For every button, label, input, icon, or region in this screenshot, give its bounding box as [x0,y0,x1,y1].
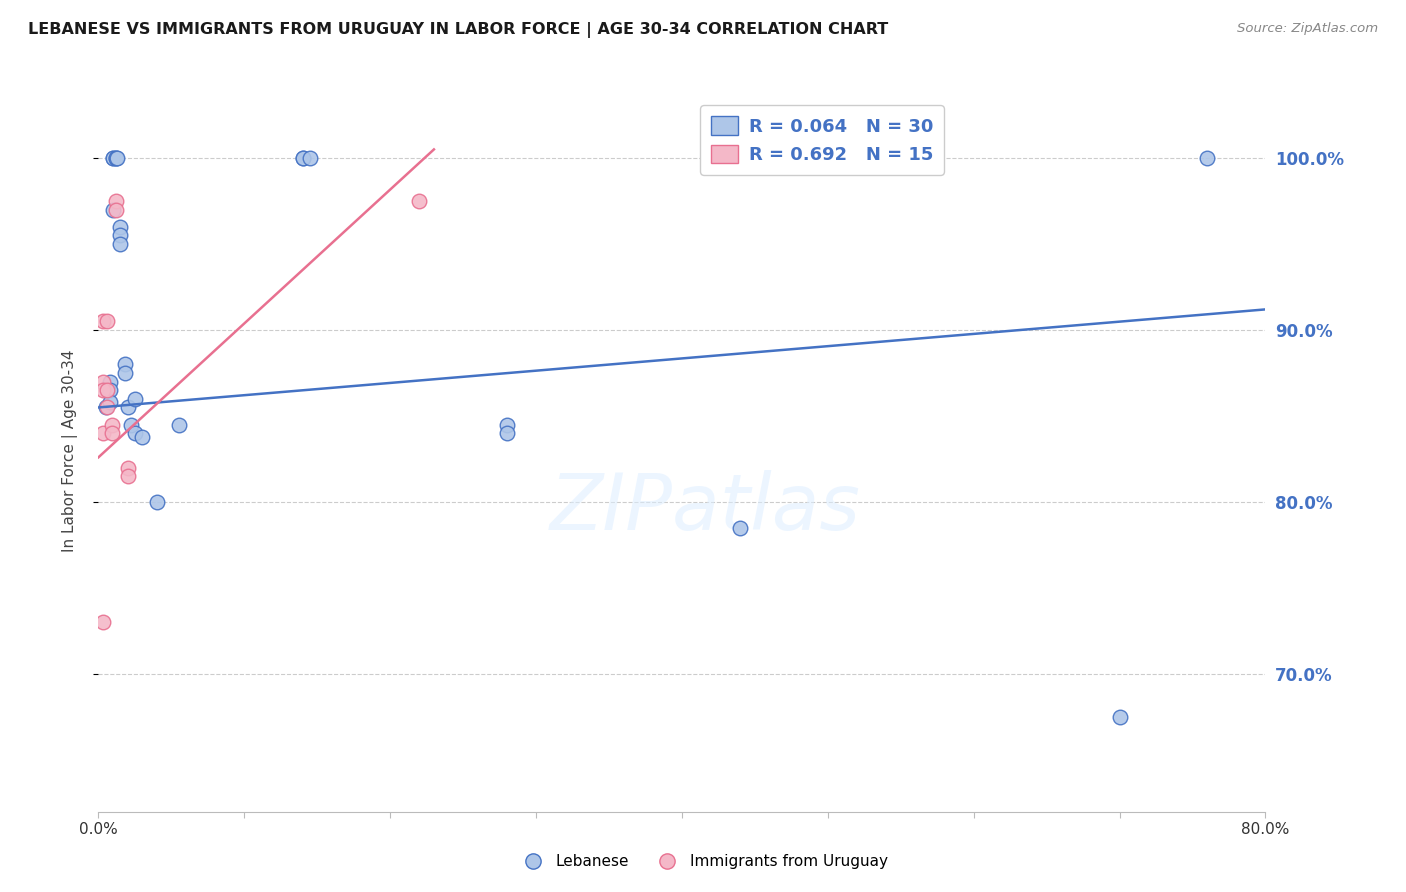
Point [124,426,146,441]
Point [291,151,314,165]
Point [98,395,121,409]
Point [495,417,517,432]
Point [96,401,118,415]
Point [100,417,122,432]
Point [91,375,114,389]
Point [110,228,132,243]
Point [101,202,124,217]
Point [1195,151,1218,165]
Point [124,392,146,406]
Point [104,151,127,165]
Point [98,375,121,389]
Point [728,521,751,535]
Text: ZIPatlas: ZIPatlas [550,470,860,546]
Point [117,469,139,483]
Point [120,417,142,432]
Point [96,314,118,328]
Point [117,460,139,475]
Legend: Lebanese, Immigrants from Uruguay: Lebanese, Immigrants from Uruguay [512,848,894,875]
Point [104,151,127,165]
Point [110,219,132,234]
Point [167,417,190,432]
Point [104,194,127,208]
Point [117,401,139,415]
Point [114,366,136,380]
Point [94,401,117,415]
Point [1108,710,1130,724]
Point [114,358,136,372]
Point [408,194,430,208]
Point [91,314,114,328]
Point [110,237,132,252]
Point [96,384,118,398]
Point [146,495,169,509]
Point [131,430,153,444]
Point [101,151,124,165]
Point [298,151,321,165]
Point [101,151,124,165]
Point [91,615,114,630]
Point [91,426,114,441]
Point [91,384,114,398]
Point [100,426,122,441]
Point [105,151,128,165]
Point [104,202,127,217]
Legend: R = 0.064   N = 30, R = 0.692   N = 15: R = 0.064 N = 30, R = 0.692 N = 15 [700,105,943,175]
Text: Source: ZipAtlas.com: Source: ZipAtlas.com [1237,22,1378,36]
Point [98,384,121,398]
Text: LEBANESE VS IMMIGRANTS FROM URUGUAY IN LABOR FORCE | AGE 30-34 CORRELATION CHART: LEBANESE VS IMMIGRANTS FROM URUGUAY IN L… [28,22,889,38]
Point [291,151,314,165]
Y-axis label: In Labor Force | Age 30-34: In Labor Force | Age 30-34 [62,349,77,552]
Point [495,426,517,441]
